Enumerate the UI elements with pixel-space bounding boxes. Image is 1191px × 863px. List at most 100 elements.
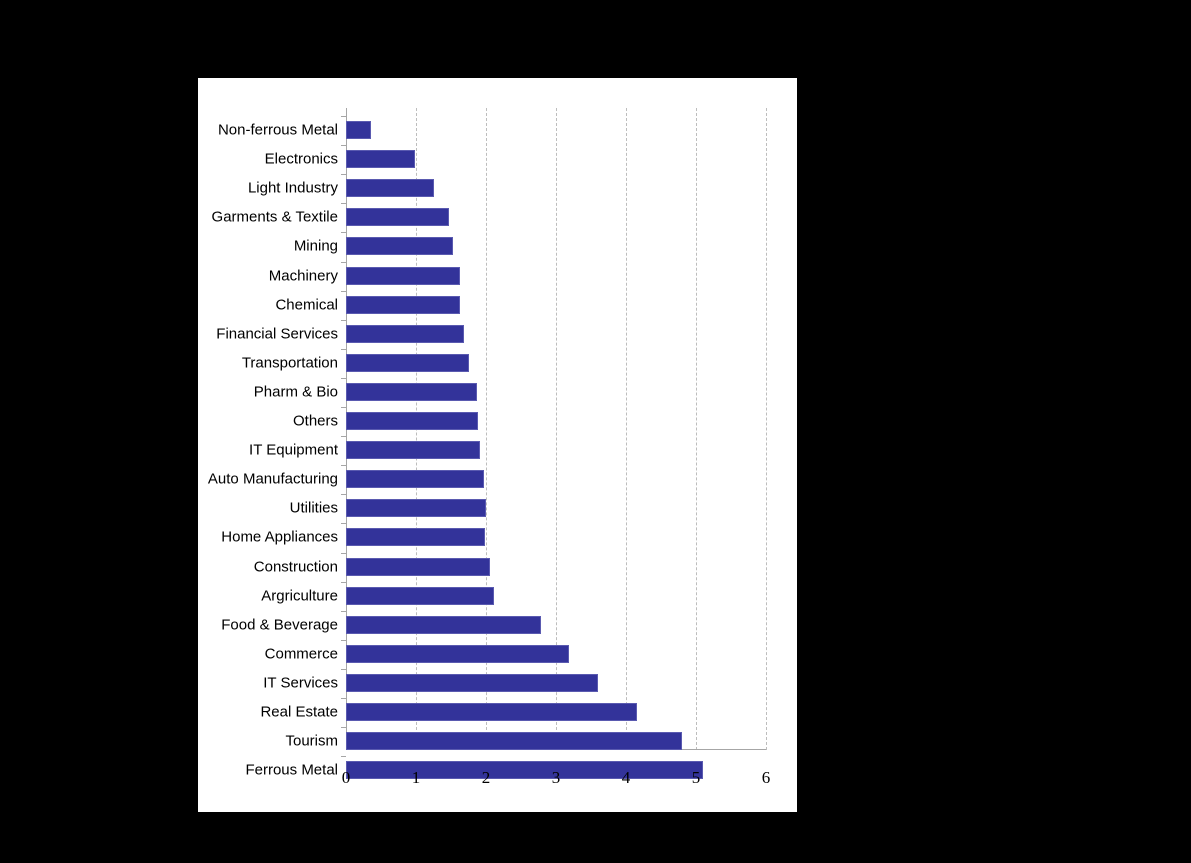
category-label: Electronics	[264, 150, 338, 168]
bar[interactable]	[346, 295, 461, 314]
category-label: Non-ferrous Metal	[217, 121, 338, 139]
bar-row[interactable]: Electronics	[265, 145, 415, 169]
bar[interactable]	[346, 353, 470, 372]
x-tick-label: 1	[411, 768, 421, 787]
y-tick-mark	[341, 581, 346, 583]
bar-row[interactable]: Non-ferrous Metal	[218, 116, 372, 139]
bar[interactable]	[346, 470, 484, 489]
category-label: Home Appliances	[221, 528, 338, 546]
x-tick-label: 4	[621, 768, 631, 787]
bar[interactable]	[346, 557, 490, 576]
bar[interactable]	[346, 382, 477, 401]
bar-row[interactable]: Mining	[294, 232, 454, 256]
category-label: Chemical	[275, 296, 338, 314]
gridline-x-5	[696, 108, 697, 750]
y-tick-mark	[341, 436, 346, 438]
category-label: Construction	[253, 558, 338, 575]
x-tick-label: 5	[691, 768, 701, 787]
bar[interactable]	[346, 644, 570, 663]
bar-row[interactable]: IT Services	[263, 668, 598, 692]
category-label: Transportation	[241, 354, 338, 372]
bar[interactable]	[346, 324, 464, 343]
y-tick-mark	[341, 174, 346, 176]
y-tick-mark	[341, 377, 346, 379]
bar-row[interactable]: IT Equipment	[249, 436, 481, 460]
category-label: Utilities	[289, 499, 338, 517]
y-tick-mark	[341, 552, 346, 554]
category-label: Light Industry	[247, 179, 338, 197]
bar[interactable]	[346, 761, 703, 780]
bar-row[interactable]: Financial Services	[216, 319, 464, 343]
category-label: IT Services	[263, 674, 338, 692]
x-tick-label: 0	[341, 768, 351, 787]
category-label: Machinery	[268, 267, 338, 284]
y-tick-mark	[341, 407, 346, 408]
gridline-x-4	[626, 108, 627, 750]
y-tick-mark	[341, 465, 346, 467]
category-label: Garments & Textile	[211, 208, 338, 226]
y-tick-mark	[341, 610, 346, 612]
y-tick-mark	[341, 145, 346, 147]
y-tick-mark	[341, 116, 346, 117]
y-tick-mark	[341, 261, 346, 263]
bar[interactable]	[346, 266, 461, 285]
category-label: Real Estate	[260, 703, 338, 721]
bar-row[interactable]: Tourism	[285, 727, 682, 751]
bar-row[interactable]: Chemical	[275, 290, 461, 314]
bar-row[interactable]: Machinery	[269, 261, 461, 285]
bar[interactable]	[346, 586, 495, 605]
bar-row[interactable]: Real Estate	[260, 698, 637, 721]
category-label: Financial Services	[216, 325, 338, 343]
category-label: Argriculture	[261, 587, 338, 605]
chart-panel: Non-ferrous Metal Electronics Light Indust…	[198, 78, 797, 812]
bar[interactable]	[346, 673, 598, 692]
y-tick-mark	[341, 348, 346, 350]
bar-row[interactable]: Others	[293, 407, 478, 430]
bar[interactable]	[346, 208, 449, 227]
y-tick-mark	[341, 698, 346, 699]
bar[interactable]	[346, 412, 478, 430]
bar[interactable]	[346, 528, 486, 547]
bar[interactable]	[346, 441, 481, 460]
bar-row[interactable]: Home Appliances	[221, 523, 486, 547]
bar-row[interactable]: Food & Beverage	[221, 610, 542, 634]
bar-row[interactable]: Construction	[254, 552, 490, 576]
bar-row[interactable]: Ferrous Metal	[245, 756, 703, 780]
category-label: Commerce	[264, 645, 338, 663]
bar[interactable]	[346, 499, 486, 518]
y-tick-mark	[341, 639, 346, 641]
bar[interactable]	[346, 703, 637, 721]
bar-row[interactable]: Utilities	[290, 494, 486, 518]
bar-row[interactable]: Light Industry	[248, 174, 434, 198]
category-label: Ferrous Metal	[245, 761, 338, 779]
y-tick-mark	[341, 232, 346, 234]
category-label: Auto Manufacturing	[207, 470, 338, 488]
category-label: Mining	[293, 237, 338, 255]
bar[interactable]	[346, 732, 682, 751]
bar-row[interactable]: Argriculture	[261, 581, 495, 605]
x-tick-label: 6	[761, 768, 771, 787]
bar[interactable]	[346, 237, 454, 256]
plot-area: Non-ferrous Metal Electronics Light Indust…	[208, 108, 770, 796]
category-label: Pharm & Bio	[253, 383, 338, 401]
bar[interactable]	[346, 121, 372, 139]
bar-row[interactable]: Auto Manufacturing	[208, 465, 484, 489]
bar[interactable]	[346, 150, 415, 169]
bar-row[interactable]: Garments & Textile	[212, 203, 449, 227]
bar-row[interactable]: Transportation	[242, 348, 470, 372]
category-label: Others	[292, 412, 338, 430]
y-tick-mark	[341, 756, 346, 758]
category-label: Tourism	[285, 732, 338, 750]
bar-row[interactable]: Pharm & Bio	[254, 377, 477, 401]
y-tick-mark	[341, 319, 346, 321]
y-tick-mark	[341, 494, 346, 496]
bar[interactable]	[346, 615, 542, 634]
gridline-x-2	[486, 108, 487, 750]
bar-row[interactable]: Commerce	[265, 639, 570, 663]
category-label: IT Equipment	[249, 441, 338, 459]
gridline-x-3	[556, 108, 557, 750]
gridline-x-6	[766, 108, 767, 750]
x-tick-label: 2	[481, 768, 491, 787]
x-tick-label: 3	[551, 768, 561, 787]
bar[interactable]	[346, 179, 434, 198]
